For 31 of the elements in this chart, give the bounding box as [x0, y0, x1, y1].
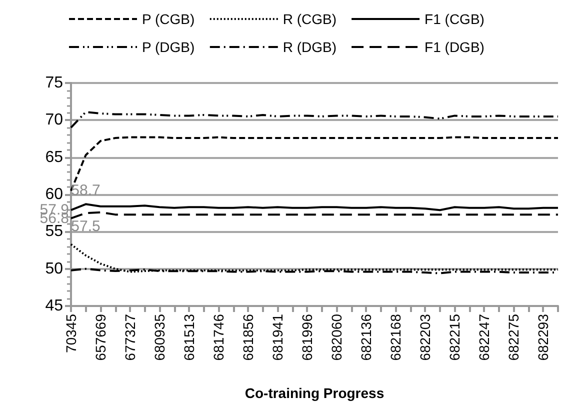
legend-label: R (DGB) [282, 39, 337, 55]
x-tick-label: 682247 [476, 314, 492, 361]
x-tick-label: 681856 [240, 314, 256, 361]
y-tick-label: 60 [45, 186, 64, 203]
x-tick-label: 682136 [358, 314, 374, 361]
x-tick-label: 682215 [446, 314, 463, 361]
x-tick-label: 682203 [417, 314, 434, 361]
x-tick-label: 677327 [122, 314, 138, 361]
x-tick-label: 682168 [388, 314, 404, 361]
x-tick-label: 681996 [299, 314, 316, 361]
x-axis-title: Co-training Progress [244, 385, 384, 401]
legend-label: F1 (DGB) [424, 39, 484, 55]
x-tick-label: 681941 [270, 314, 286, 361]
legend-label: F1 (CGB) [424, 11, 484, 27]
legend-label: P (CGB) [142, 11, 195, 27]
x-tick-label: 680935 [152, 314, 168, 361]
y-tick-label: 75 [45, 74, 64, 92]
x-tick-label: 682060 [328, 314, 345, 361]
y-tick-label: 55 [45, 223, 64, 240]
x-tick-label: 70345 [63, 314, 79, 353]
legend-label: P (DGB) [142, 39, 195, 55]
legend-label: R (CGB) [282, 11, 337, 27]
y-tick-label: 45 [45, 298, 64, 314]
x-tick-label: 681513 [181, 314, 198, 361]
x-tick-label: 682275 [506, 314, 522, 361]
x-tick-label: 682293 [535, 314, 552, 361]
y-tick-label: 50 [45, 260, 64, 278]
y-tick-label: 70 [45, 112, 64, 129]
y-tick-label: 65 [45, 148, 64, 166]
x-tick-label: 681746 [210, 314, 227, 361]
x-tick-label: 657669 [92, 314, 109, 361]
